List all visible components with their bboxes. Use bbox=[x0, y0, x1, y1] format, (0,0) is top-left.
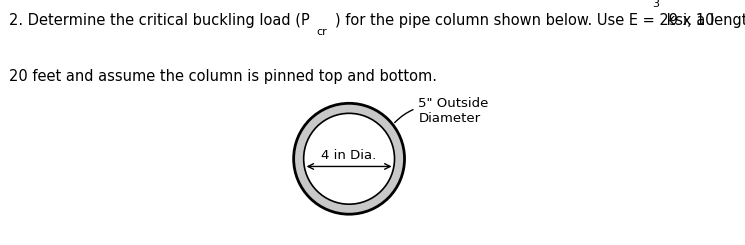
Text: ) for the pipe column shown below. Use E = 29 x 10: ) for the pipe column shown below. Use E… bbox=[335, 13, 714, 28]
Text: 4 in Dia.: 4 in Dia. bbox=[321, 149, 377, 162]
Circle shape bbox=[304, 113, 395, 204]
Text: 5" Outside
Diameter: 5" Outside Diameter bbox=[395, 97, 489, 125]
Text: 3: 3 bbox=[653, 0, 659, 9]
Text: 2. Determine the critical buckling load (P: 2. Determine the critical buckling load … bbox=[9, 13, 310, 28]
Text: ksi, a length of: ksi, a length of bbox=[662, 13, 745, 28]
Text: 20 feet and assume the column is pinned top and bottom.: 20 feet and assume the column is pinned … bbox=[9, 69, 437, 84]
Circle shape bbox=[294, 103, 405, 214]
Text: cr: cr bbox=[317, 27, 327, 37]
